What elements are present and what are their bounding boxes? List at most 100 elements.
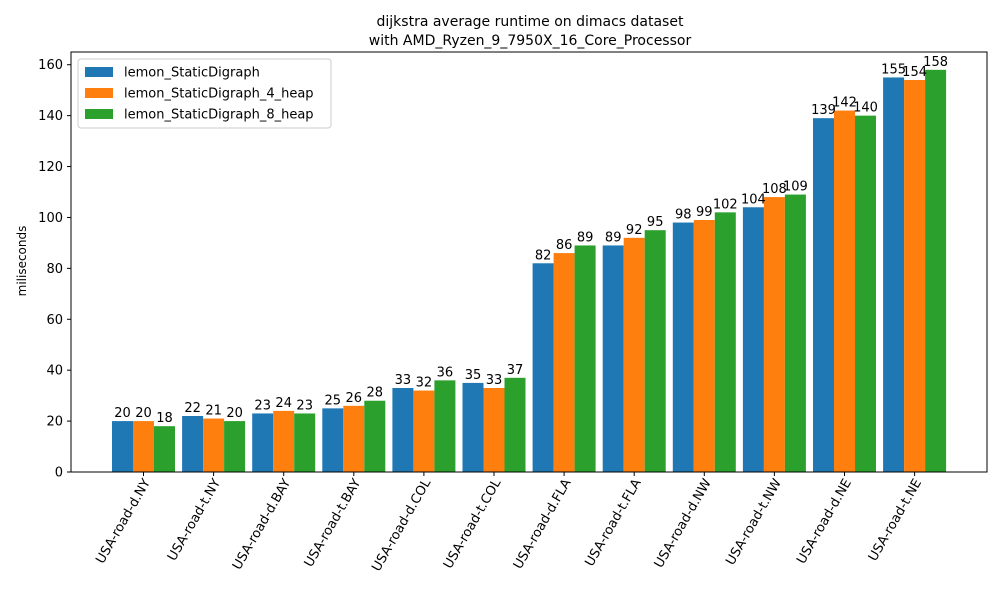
data-label: 154 [902, 65, 927, 80]
data-label: 95 [647, 215, 664, 230]
bar [343, 405, 365, 472]
bar [413, 390, 435, 472]
data-label: 20 [226, 406, 243, 421]
bar [182, 416, 204, 472]
data-label: 20 [114, 406, 131, 421]
data-label: 28 [367, 386, 384, 401]
data-label: 20 [135, 406, 152, 421]
bar [462, 382, 484, 472]
x-tick-label: USA-road-t.NW [723, 476, 785, 568]
x-tick-label: USA-road-t.COL [441, 476, 505, 572]
data-label: 37 [507, 363, 524, 378]
data-label: 23 [296, 398, 313, 413]
data-label: 139 [811, 103, 836, 118]
bar [813, 118, 834, 472]
x-tick-label: USA-road-d.COL [369, 476, 434, 574]
bar [553, 253, 575, 472]
data-label: 18 [156, 411, 173, 426]
bar [925, 69, 947, 473]
data-label: 35 [465, 368, 482, 383]
data-label: 109 [783, 180, 808, 195]
bar [574, 245, 596, 472]
data-label: 89 [605, 230, 622, 245]
x-tick-label: USA-road-d.NW [652, 476, 715, 570]
y-tick-label: 40 [46, 364, 63, 379]
x-tick-label: USA-road-d.NE [794, 477, 855, 567]
bar [602, 245, 624, 472]
plot-frame [70, 51, 988, 473]
data-label: 22 [184, 401, 201, 416]
data-label: 25 [325, 393, 342, 408]
y-tick-label: 20 [46, 415, 63, 430]
bar [322, 408, 344, 472]
data-label: 158 [923, 55, 948, 70]
bars-group [112, 69, 947, 473]
bar [693, 220, 715, 472]
data-label: 102 [713, 197, 738, 212]
legend-box [77, 58, 332, 129]
legend-swatch [85, 109, 113, 119]
data-label: 33 [486, 373, 503, 388]
legend: lemon_StaticDigraph lemon_StaticDigraph_4… [77, 58, 332, 129]
x-tick-label: USA-road-t.BAY [302, 476, 365, 569]
chart-title: dijkstra average runtime on dimacs datas… [377, 14, 684, 30]
data-label: 82 [535, 248, 552, 263]
data-label: 108 [762, 182, 787, 197]
data-label: 99 [696, 205, 713, 220]
bar [364, 400, 386, 472]
bar [252, 413, 274, 472]
x-tick-label: USA-road-t.NY [165, 476, 224, 563]
chart-subtitle: with AMD_Ryzen_9_7950X_16_Core_Processor [369, 33, 692, 49]
data-label: 86 [556, 238, 573, 253]
legend-swatch [85, 88, 113, 98]
bar [904, 80, 926, 472]
bar [392, 388, 414, 472]
x-tick-label: USA-road-d.NY [93, 476, 154, 566]
y-tick-label: 0 [55, 466, 63, 481]
bar [294, 413, 316, 472]
y-tick-label: 140 [38, 109, 63, 124]
legend-label: lemon_StaticDigraph [124, 66, 260, 81]
y-tick-label: 80 [46, 262, 63, 277]
data-label: 21 [205, 404, 222, 419]
bar [672, 222, 694, 472]
bar [623, 237, 645, 472]
bar [763, 197, 785, 472]
bar [834, 110, 855, 472]
bar [154, 426, 175, 472]
bar [224, 421, 246, 472]
bar [483, 388, 505, 472]
bar [855, 115, 876, 473]
bar [273, 410, 295, 472]
bar [203, 418, 225, 472]
bar [784, 194, 806, 472]
bar [504, 377, 526, 472]
bar [532, 263, 554, 472]
data-label: 142 [832, 96, 857, 111]
data-label: 104 [741, 192, 766, 207]
data-label: 24 [275, 396, 292, 411]
bar [434, 380, 456, 472]
legend-swatch [85, 67, 113, 77]
data-label: 33 [395, 373, 412, 388]
legend-label: lemon_StaticDigraph_8_heap [124, 108, 314, 123]
x-tick-label: USA-road-d.BAY [230, 476, 294, 572]
data-label: 26 [346, 391, 363, 406]
data-label: 32 [416, 376, 433, 391]
bar [644, 230, 666, 472]
data-label: 23 [254, 398, 271, 413]
data-label: 155 [881, 62, 906, 77]
data-label: 36 [437, 365, 454, 380]
y-tick-label: 100 [38, 211, 63, 226]
x-tick-label: USA-road-d.FLA [511, 476, 575, 572]
data-label: 92 [626, 223, 643, 238]
data-labels-group: 20 20 18 22 21 20 23 24 23 25 26 28 33 32 36 35 33 37 82 86… [114, 55, 948, 426]
y-axis-label: miliseconds [15, 226, 29, 297]
y-tick-label: 120 [38, 160, 63, 175]
x-tick-label: USA-road-t.FLA [582, 476, 644, 569]
data-label: 140 [853, 101, 878, 116]
y-tick-label: 60 [46, 313, 63, 328]
bar [112, 421, 133, 472]
y-tick-label: 160 [38, 58, 63, 73]
